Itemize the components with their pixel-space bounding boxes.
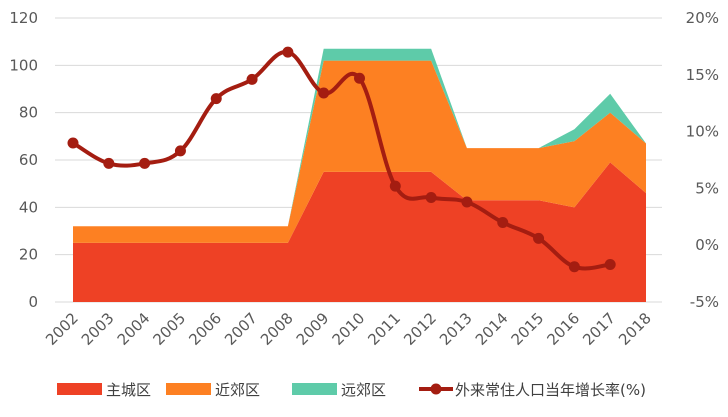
x-tick: 2010 xyxy=(329,309,369,349)
legend-label: 主城区 xyxy=(106,381,151,399)
x-tick: 2018 xyxy=(615,309,655,349)
legend-swatch xyxy=(57,383,102,395)
x-tick: 2012 xyxy=(400,309,440,349)
x-tick: 2009 xyxy=(293,309,333,349)
growth-line xyxy=(67,46,616,273)
x-axis: 2002200320042005200620072008200920102011… xyxy=(42,309,655,349)
area-layers xyxy=(73,48,646,302)
growth-point xyxy=(497,216,509,228)
growth-point xyxy=(533,232,545,244)
x-tick: 2016 xyxy=(543,309,583,349)
growth-point xyxy=(210,93,222,105)
growth-point xyxy=(354,72,365,84)
growth-point xyxy=(139,157,151,169)
growth-point xyxy=(318,87,330,99)
y-left-tick: 100 xyxy=(9,56,38,74)
growth-point xyxy=(282,46,294,58)
x-tick: 2014 xyxy=(472,309,512,349)
legend-swatch xyxy=(292,383,337,395)
x-tick: 2005 xyxy=(150,309,190,349)
growth-point xyxy=(103,157,115,169)
legend-label: 远郊区 xyxy=(341,381,386,399)
x-tick: 2013 xyxy=(436,309,476,349)
growth-point xyxy=(604,259,616,271)
x-tick: 2015 xyxy=(508,309,548,349)
y-left-tick: 80 xyxy=(19,104,38,122)
x-tick: 2017 xyxy=(579,309,619,349)
legend-label: 外来常住人口当年增长率(%) xyxy=(455,381,646,399)
y-left-tick: 40 xyxy=(19,198,38,216)
growth-point xyxy=(174,145,186,157)
x-tick: 2011 xyxy=(364,309,404,349)
y-right-tick: -5% xyxy=(690,293,719,311)
area-近郊区 xyxy=(73,60,646,243)
legend-item: 近郊区 xyxy=(166,381,260,399)
legend-item: 远郊区 xyxy=(292,381,386,399)
legend-marker xyxy=(430,383,442,395)
growth-point xyxy=(246,73,258,85)
x-tick: 2003 xyxy=(78,309,118,349)
legend-item: 主城区 xyxy=(57,381,151,399)
y-left-tick: 60 xyxy=(19,151,38,169)
y-right-tick: 15% xyxy=(686,66,719,84)
growth-point xyxy=(461,196,473,208)
growth-point xyxy=(568,261,580,273)
y-left-tick: 20 xyxy=(19,246,38,264)
y-axis-left: 0 20 40 60 80 100 120 xyxy=(9,9,38,311)
area-主城区 xyxy=(73,162,646,302)
x-tick: 2008 xyxy=(257,309,297,349)
growth-point xyxy=(425,191,437,203)
x-tick: 2006 xyxy=(185,309,225,349)
y-right-tick: 10% xyxy=(686,123,719,141)
legend-item: 外来常住人口当年增长率(%) xyxy=(419,381,646,399)
x-tick: 2004 xyxy=(114,309,154,349)
y-right-tick: 0% xyxy=(695,236,719,254)
y-right-tick: 5% xyxy=(695,179,719,197)
growth-line-path xyxy=(71,50,613,271)
y-axis-right: -5% 0% 5% 10% 15% 20% xyxy=(686,9,719,311)
x-tick: 2002 xyxy=(42,309,82,349)
x-tick: 2007 xyxy=(221,309,261,349)
y-left-tick: 120 xyxy=(9,9,38,27)
y-left-tick: 0 xyxy=(28,293,38,311)
growth-point xyxy=(67,137,79,149)
legend: 主城区 近郊区 远郊区 外来常住人口当年增长率(%) xyxy=(57,381,646,399)
y-right-tick: 20% xyxy=(686,9,719,27)
legend-swatch xyxy=(166,383,211,395)
growth-point xyxy=(389,180,401,192)
legend-label: 近郊区 xyxy=(215,381,260,399)
